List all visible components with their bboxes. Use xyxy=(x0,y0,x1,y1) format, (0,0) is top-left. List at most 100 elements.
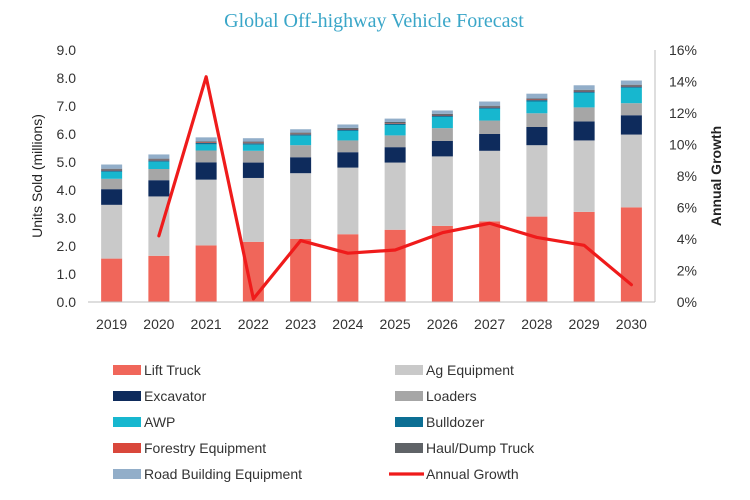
chart-title: Global Off-highway Vehicle Forecast xyxy=(224,10,524,32)
bar-segment xyxy=(479,108,501,121)
bar-segment xyxy=(573,89,595,91)
growth-line-layer xyxy=(157,75,633,301)
bar-segment xyxy=(573,140,595,212)
y2-axis-title: Annual Growth xyxy=(708,126,724,226)
legend-label: Haul/Dump Truck xyxy=(426,440,535,456)
y-tick-label: 8.0 xyxy=(57,70,77,86)
bar-segment xyxy=(479,150,501,222)
bar-segment xyxy=(431,114,453,116)
y2-tick-label: 16% xyxy=(669,42,697,58)
legend-swatch xyxy=(113,391,141,401)
bar-segment xyxy=(620,103,642,116)
bar-segment xyxy=(148,160,170,162)
bar-segment xyxy=(384,147,406,163)
bar-segment xyxy=(337,127,359,129)
x-tick-label: 2020 xyxy=(143,316,174,332)
y-tick-label: 0.0 xyxy=(57,294,77,310)
bar-segment xyxy=(101,168,123,170)
bar-segment xyxy=(431,141,453,157)
bar-segment xyxy=(290,129,312,133)
bar-segment xyxy=(573,85,595,90)
legend-swatch xyxy=(113,417,141,427)
bar-segment xyxy=(101,189,123,205)
x-tick-label: 2019 xyxy=(96,316,127,332)
bar-segment xyxy=(479,106,501,108)
bar-segment xyxy=(195,142,217,145)
y2-tick-label: 14% xyxy=(669,74,697,90)
bar-segment xyxy=(384,121,406,124)
bar-segment xyxy=(431,225,453,302)
x-tick-label: 2030 xyxy=(616,316,647,332)
x-tick-label: 2023 xyxy=(285,316,316,332)
bar-segment xyxy=(337,234,359,302)
bar-segment xyxy=(148,169,170,181)
bar-segment xyxy=(479,105,501,107)
bar-segment xyxy=(479,101,501,106)
bar-segment xyxy=(431,156,453,226)
x-tick-label: 2027 xyxy=(474,316,505,332)
bar-segment xyxy=(242,142,264,144)
x-axis-ticks: 2019 2020 2021 2022 2023 2024 2025 2026 2027 2028… xyxy=(96,316,647,332)
x-tick-label: 2029 xyxy=(569,316,600,332)
bar-segment xyxy=(337,129,359,131)
bar-segment xyxy=(337,124,359,128)
bar-segment xyxy=(573,211,595,302)
bar-segment xyxy=(620,85,642,87)
bar-segment xyxy=(290,134,312,136)
bar-segment xyxy=(290,173,312,239)
bar-segment xyxy=(337,167,359,235)
bar-segment xyxy=(337,140,359,153)
bar-segment xyxy=(195,150,217,163)
bar-segment xyxy=(290,157,312,174)
bar-segment xyxy=(431,113,453,115)
bar-segment xyxy=(384,118,406,122)
bar-segment xyxy=(195,179,217,246)
y-tick-label: 2.0 xyxy=(57,238,77,254)
bar-segment xyxy=(290,145,312,158)
y-tick-label: 5.0 xyxy=(57,154,77,170)
bar-segment xyxy=(101,204,123,259)
bar-segment xyxy=(242,141,264,143)
legend-swatch xyxy=(395,391,423,401)
annual-growth-line xyxy=(157,75,633,301)
bar-segment xyxy=(384,229,406,302)
legend-label: Lift Truck xyxy=(144,362,202,378)
bar-segment xyxy=(479,120,501,134)
bar-segment xyxy=(148,196,170,256)
bar-segment xyxy=(479,107,501,109)
legend-label: Annual Growth xyxy=(426,466,519,482)
x-tick-label: 2025 xyxy=(380,316,411,332)
legend-swatch xyxy=(113,365,141,375)
y2-tick-label: 6% xyxy=(677,200,697,216)
bar-segment xyxy=(479,134,501,151)
legend-label: Bulldozer xyxy=(426,414,485,430)
legend-swatch xyxy=(395,365,423,375)
bar-segment xyxy=(195,137,217,142)
bar-segment xyxy=(526,113,548,127)
bar-segment xyxy=(526,101,548,114)
bar-segment xyxy=(101,170,123,172)
bar-segment xyxy=(148,159,170,161)
bar-segment xyxy=(573,91,595,93)
bar-segment xyxy=(195,142,217,143)
bar-segment xyxy=(384,123,406,126)
legend-label: Forestry Equipment xyxy=(144,440,266,456)
bar-segment xyxy=(337,152,359,168)
bar-segment xyxy=(526,100,548,102)
y-tick-label: 3.0 xyxy=(57,210,77,226)
bar-segment xyxy=(384,135,406,148)
legend-swatch xyxy=(395,443,423,453)
y-tick-label: 9.0 xyxy=(57,42,77,58)
bar-segment xyxy=(526,98,548,100)
bar-segment xyxy=(242,144,264,151)
bar-segment xyxy=(148,255,170,302)
legend-swatch xyxy=(113,469,141,479)
bar-segment xyxy=(620,87,642,104)
x-tick-label: 2028 xyxy=(521,316,552,332)
bar-segment xyxy=(290,135,312,146)
legend-label: Loaders xyxy=(426,388,477,404)
y2-tick-label: 10% xyxy=(669,137,697,153)
legend-label: Excavator xyxy=(144,388,207,404)
